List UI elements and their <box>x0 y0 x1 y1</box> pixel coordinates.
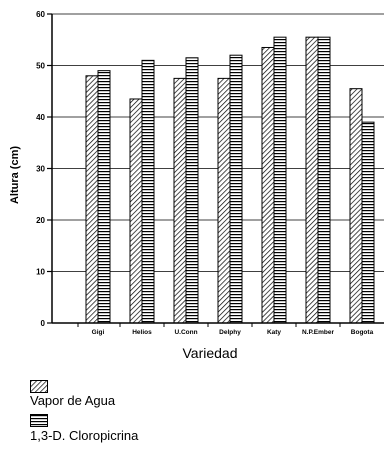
y-tick-label: 10 <box>36 268 45 277</box>
x-tick-label: Gigi <box>92 329 105 336</box>
bar-cloropicrina <box>273 36 287 324</box>
bar-vapor <box>85 75 99 324</box>
y-tick-label: 60 <box>36 10 45 19</box>
x-tick-label: Delphy <box>219 329 241 336</box>
bar-vapor <box>217 77 231 324</box>
x-tick-label: U.Conn <box>174 329 197 336</box>
x-tick-label: N.P.Ember <box>302 329 335 336</box>
bar-vapor <box>129 98 143 324</box>
bar-cloropicrina <box>229 54 243 324</box>
y-axis-title: Altura (cm) <box>9 146 21 204</box>
bar-cloropicrina <box>317 36 331 324</box>
diagonal-hatch-swatch <box>30 380 48 393</box>
x-tick-label: Bogota <box>351 329 374 336</box>
x-ticks: Gigi Helios U.Conn Delphy Katy N.P.Ember Bogot… <box>77 323 374 336</box>
x-tick-label: Helios <box>132 329 152 336</box>
legend-swatch-vapor <box>30 380 48 393</box>
legend-label-vapor: Vapor de Agua <box>30 393 116 408</box>
horizontal-hatch-swatch <box>30 414 48 427</box>
bars <box>85 36 375 324</box>
bar-cloropicrina <box>185 57 199 324</box>
x-axis-title: Variedad <box>182 345 237 361</box>
bar-vapor <box>261 46 275 324</box>
y-tick-label: 50 <box>36 62 45 71</box>
y-tick-label: 0 <box>41 319 46 328</box>
y-ticks: 0 10 20 30 40 50 60 <box>36 10 52 328</box>
bar-vapor <box>173 77 187 324</box>
y-tick-label: 20 <box>36 216 45 225</box>
bar-cloropicrina <box>141 59 155 324</box>
legend-label-cloropicrina: 1,3-D. Cloropicrina <box>30 428 139 443</box>
bar-cloropicrina <box>97 70 111 324</box>
y-tick-label: 30 <box>36 165 45 174</box>
bar-vapor <box>305 36 319 324</box>
bar-vapor <box>349 88 363 324</box>
bar-cloropicrina <box>361 121 375 324</box>
x-tick-label: Katy <box>267 329 281 336</box>
y-tick-label: 40 <box>36 113 45 122</box>
legend-swatch-cloropicrina <box>30 414 48 427</box>
